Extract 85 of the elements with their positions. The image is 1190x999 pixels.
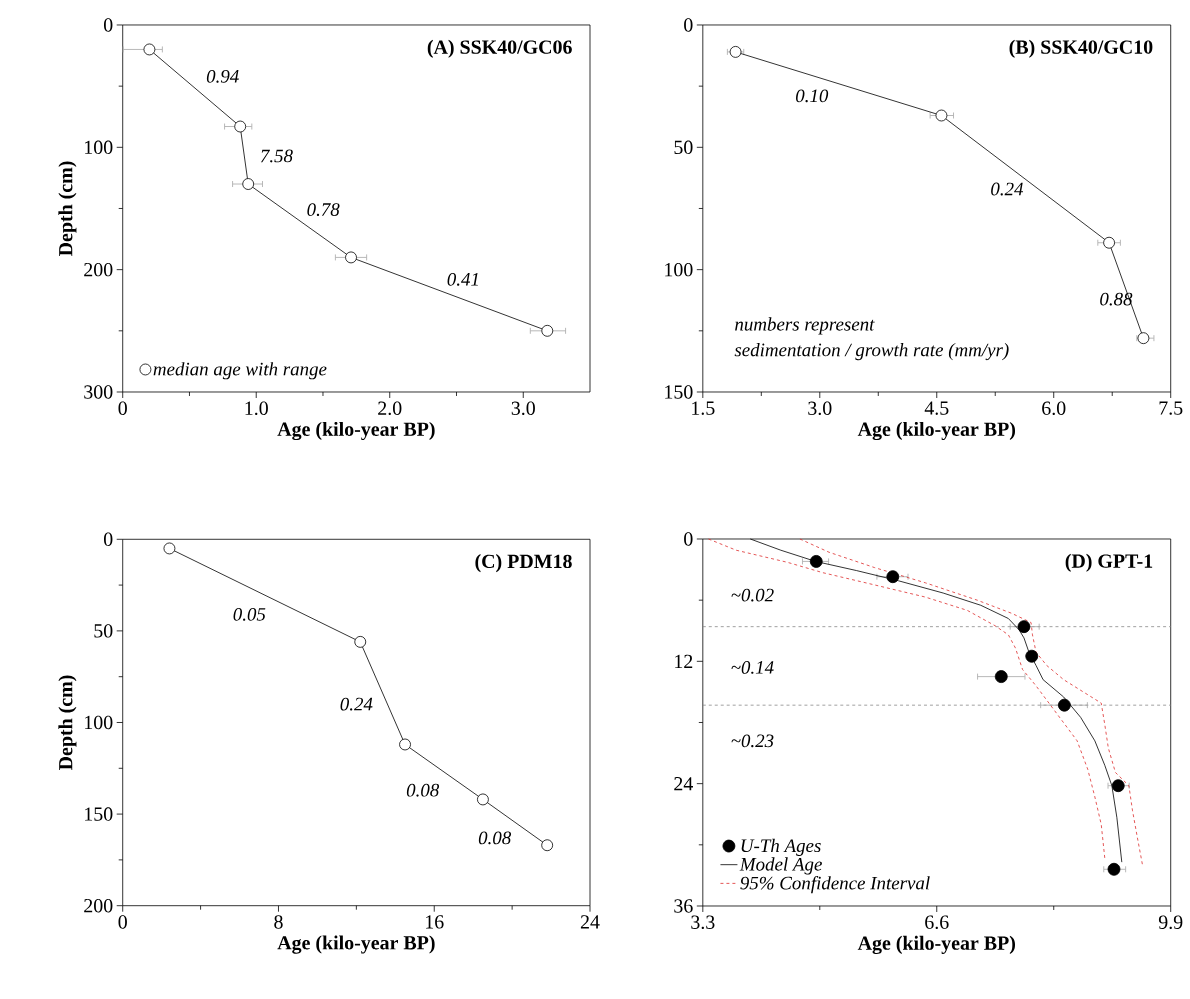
y-tick-label: 12 [675,654,693,668]
point [729,46,742,58]
annotation: 0.88 [1100,292,1133,306]
point [1103,236,1115,249]
y-tick-label: 100 [85,140,113,155]
x-axis-title: Age (kilo-year BP) [857,935,1016,955]
y-tick-label: 0 [103,18,113,32]
x-tick-label: 0 [118,401,127,415]
x-tick-label: 2.0 [378,401,402,416]
x-axis-title: Age (kilo-year BP) [277,935,435,954]
point [809,555,823,568]
point [1137,332,1150,345]
y-tick-label: 0 [684,18,693,32]
point [1111,779,1125,793]
annotation: 7.58 [260,149,293,163]
x-tick-label: 9.9 [1158,915,1183,929]
point [1107,862,1121,876]
annotation: ~0.02 [731,588,774,602]
x-tick-label: 8 [274,915,283,929]
annotation: 0.08 [478,831,512,845]
y-tick-label: 50 [94,624,113,638]
point [541,839,554,852]
annotation: ~0.14 [731,661,774,674]
point [163,542,176,555]
annotation: 0.10 [796,89,829,103]
annotation: 0.24 [340,697,373,711]
point [1017,620,1031,634]
point [234,120,247,133]
y-tick-label: 100 [85,715,113,730]
y-tick-label: 0 [103,532,113,546]
point [886,570,900,584]
y-tick-label: 36 [674,899,693,913]
x-tick-label: 16 [426,915,444,929]
y-tick-label: 0 [684,532,693,546]
y-tick-label: 100 [665,262,693,277]
text: (B) SSK40/GC10 [1009,39,1153,58]
point [1025,649,1039,663]
y-axis-title: Depth (cm) [58,161,77,256]
point [477,793,489,806]
y-tick-label: 24 [674,777,693,791]
x-tick-label: 1.0 [245,401,268,416]
point [1057,698,1071,712]
point [354,635,367,648]
text: (D) GPT-1 [1065,553,1153,572]
x-tick-label: 4.5 [924,401,949,415]
x-tick-label: 0 [118,915,127,929]
legend-label: Model Age [739,857,822,875]
y-tick-label: 300 [84,385,113,399]
annotation: sedimentation / growth rate (mm/yr) [734,343,1009,361]
x-axis-title: Age (kilo-year BP) [277,421,435,441]
legend-label: 95% Confidence Interval [740,875,930,894]
point [242,178,255,190]
y-tick-label: 150 [665,385,693,399]
annotation: 0.78 [307,203,340,217]
annotation: 0.94 [206,69,239,83]
point [143,43,156,56]
annotation: numbers represent [735,317,875,335]
x-tick-label: 3.3 [691,915,715,929]
x-tick-label: 3.0 [511,401,535,416]
point [345,251,357,264]
annotation: 0.08 [406,783,440,797]
text: (C) PDM18 [475,554,572,573]
x-tick-label: 1.5 [692,401,715,415]
x-tick-label: 3.0 [808,401,832,416]
legend-label: U-Th Ages [741,838,821,856]
y-tick-label: 200 [84,898,113,913]
annotation: 0.05 [233,607,266,621]
annotation: 0.24 [991,182,1024,196]
x-tick-label: 7.5 [1159,401,1183,415]
annotation: ~0.23 [731,734,774,748]
y-axis-title: Depth (cm) [58,675,77,771]
point [399,738,411,751]
point [994,670,1008,684]
point [935,109,948,122]
x-tick-label: 24 [580,915,600,929]
y-tick-label: 200 [84,262,113,277]
x-axis-title: Age (kilo-year BP) [857,421,1016,441]
x-tick-label: 6.6 [925,915,949,929]
text: (A) SSK40/GC06 [427,39,572,58]
legend-label: median age with range [153,362,327,380]
y-tick-label: 150 [85,807,113,821]
annotation: 0.41 [447,272,478,286]
x-tick-label: 6.0 [1042,401,1066,416]
point [541,324,554,337]
y-tick-label: 50 [674,140,693,155]
